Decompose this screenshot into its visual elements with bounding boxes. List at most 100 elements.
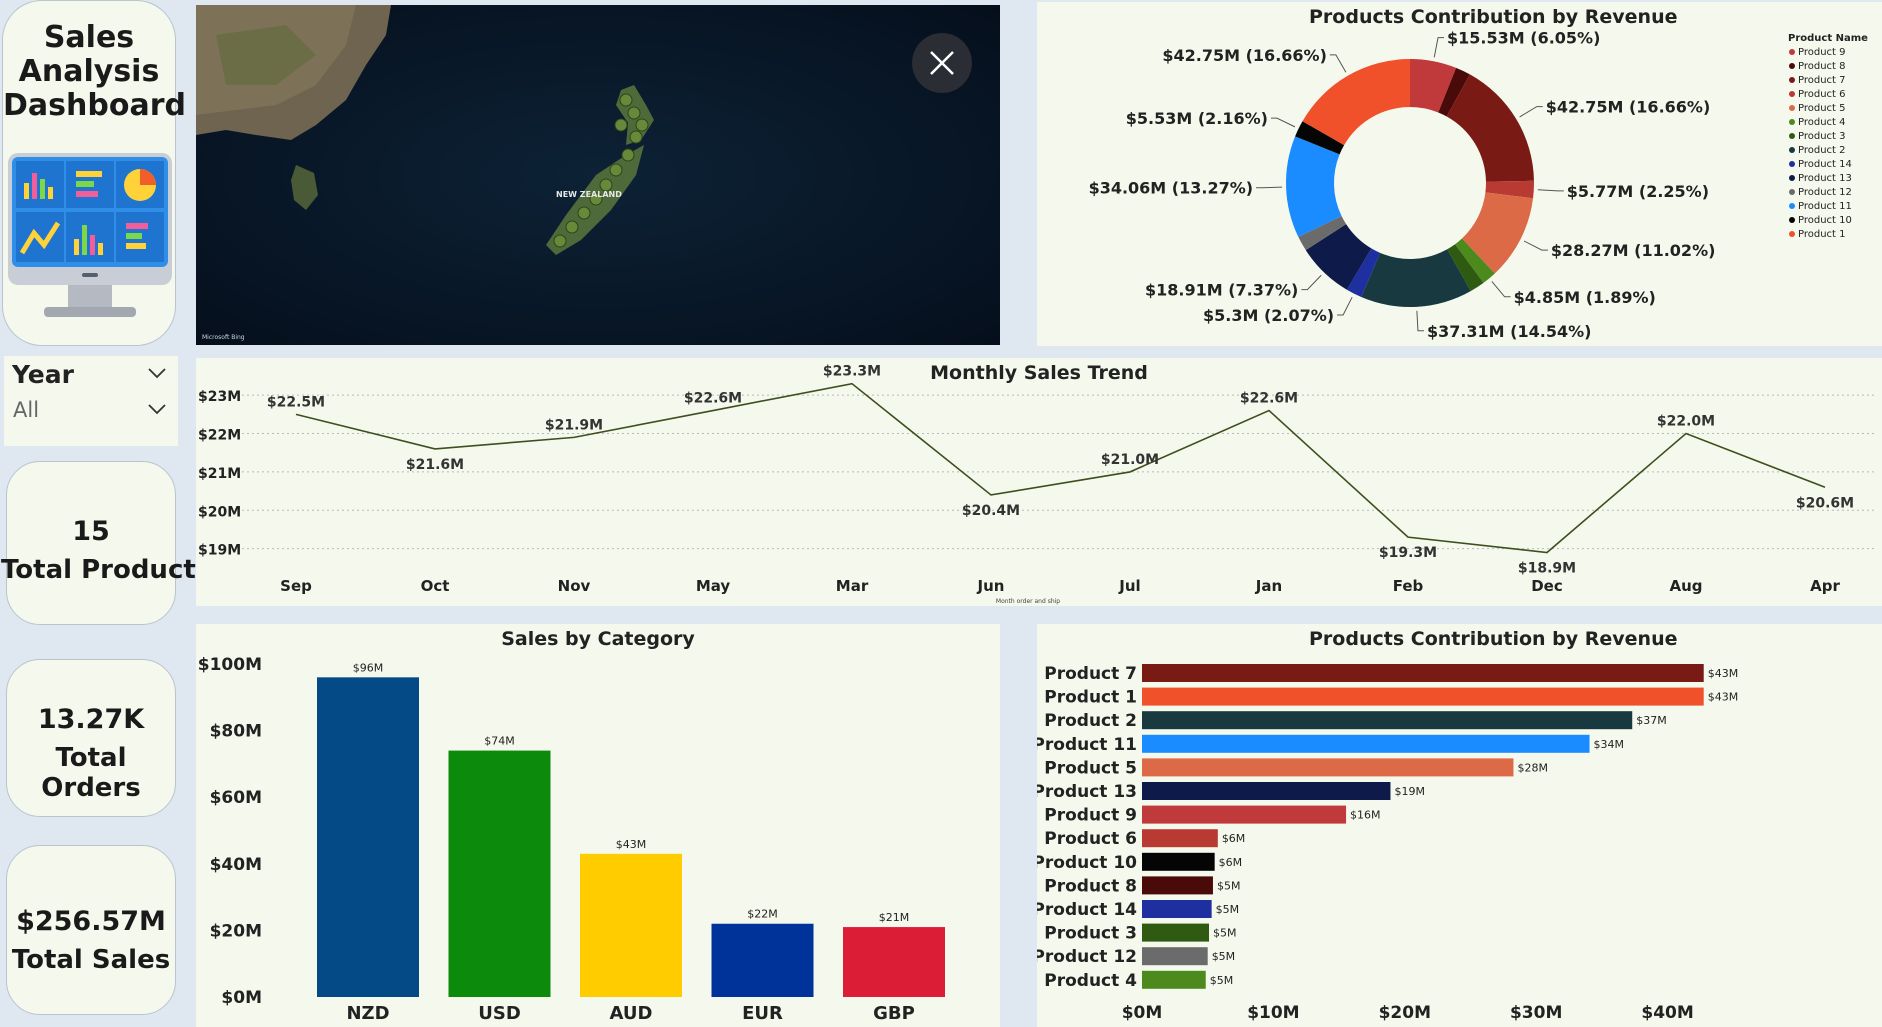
donut-legend-item-8[interactable]: Product 14 [1798, 159, 1852, 170]
category-xtick-label: GBP [873, 1003, 915, 1024]
hbar-bar-product-14[interactable] [1142, 900, 1212, 918]
category-ytick-label: $100M [198, 655, 262, 675]
hbar-bar-product-9[interactable] [1142, 805, 1347, 824]
year-slicer[interactable]: Year All [4, 356, 178, 446]
donut-legend-marker-13 [1789, 231, 1795, 237]
close-map-button[interactable] [912, 33, 972, 93]
hbar-bar-product-8[interactable] [1142, 876, 1213, 895]
hbar-data-label: $5M [1210, 974, 1234, 987]
donut-legend-item-1[interactable]: Product 8 [1798, 61, 1846, 72]
hbar-bar-product-1[interactable] [1142, 687, 1704, 706]
category-bar-usd[interactable] [448, 750, 551, 997]
donut-legend-item-5[interactable]: Product 4 [1798, 117, 1846, 128]
hbar-bar-product-11[interactable] [1142, 734, 1590, 753]
year-slicer-value[interactable]: All [13, 398, 40, 422]
trend-data-label: $22.0M [1657, 414, 1715, 430]
trend-data-label: $21.6M [406, 457, 464, 473]
donut-slice-13[interactable] [1302, 59, 1410, 146]
hbar-bar-product-3[interactable] [1142, 923, 1210, 942]
trend-data-label: $22.6M [1240, 391, 1298, 407]
category-ytick-label: $60M [210, 788, 262, 808]
donut-legend-item-7[interactable]: Product 2 [1798, 145, 1846, 156]
trend-ytick-label: $21M [198, 466, 241, 482]
donut-legend-item-4[interactable]: Product 5 [1798, 103, 1846, 114]
donut-leader-line-5 [1491, 281, 1511, 298]
donut-slice-2[interactable] [1446, 74, 1534, 182]
hbar-bar-product-6[interactable] [1142, 829, 1218, 848]
trend-chart: $19M $20M $21M $22M $23M $22.5M Sep $21.6M Oct $2… [198, 364, 1874, 605]
hbar-data-label: $34M [1594, 738, 1625, 751]
donut-slice-10[interactable] [1298, 216, 1347, 251]
hbar-chart: Product 7 $43M Product 1 $43M Product 2 $37M P… [1037, 664, 1738, 1023]
hbar-category-label: Product 10 [1037, 853, 1137, 873]
kpi-total-sales: $256.57M Total Sales [6, 845, 176, 1015]
hbar-data-label: $16M [1350, 809, 1381, 822]
hbar-data-label: $5M [1216, 903, 1240, 916]
hbar-data-label: $28M [1517, 761, 1548, 774]
donut-leader-line-12 [1270, 117, 1296, 128]
category-bar-nzd[interactable] [317, 677, 419, 997]
donut-legend-item-13[interactable]: Product 1 [1798, 229, 1846, 240]
hbar-bar-product-10[interactable] [1142, 852, 1215, 871]
hbar-bar-product-2[interactable] [1142, 711, 1633, 730]
donut-slice-9[interactable] [1305, 224, 1372, 290]
category-ytick-label: $20M [210, 921, 262, 941]
trend-series-line [295, 382, 1826, 554]
donut-slice-12[interactable] [1295, 121, 1345, 155]
trend-data-label: $23.3M [823, 364, 881, 380]
donut-legend-item-11[interactable]: Product 11 [1798, 201, 1852, 212]
hbar-bar-product-7[interactable] [1142, 664, 1704, 682]
donut-slice-3[interactable] [1485, 180, 1534, 199]
donut-leader-line-3 [1537, 189, 1564, 192]
donut-data-label-9: $18.91M (7.37%) [1145, 281, 1298, 300]
hbar-data-label: $5M [1217, 879, 1241, 892]
year-slicer-label: Year [12, 360, 74, 389]
category-data-label: $22M [747, 908, 778, 921]
donut-data-label-3: $5.77M (2.25%) [1567, 182, 1709, 201]
donut-legend-item-2[interactable]: Product 7 [1798, 75, 1846, 86]
donut-slice-0[interactable] [1410, 59, 1457, 113]
donut-slice-6[interactable] [1447, 244, 1484, 292]
donut-data-label-0: $15.53M (6.05%) [1447, 29, 1600, 48]
hbar-bar-product-4[interactable] [1142, 970, 1206, 989]
donut-legend-marker-1 [1789, 63, 1795, 69]
donut-legend-item-10[interactable]: Product 12 [1798, 187, 1852, 198]
hbar-data-label: $5M [1212, 950, 1236, 963]
donut-legend-item-6[interactable]: Product 3 [1798, 131, 1846, 142]
category-bar-eur[interactable] [711, 923, 814, 997]
donut-legend-item-9[interactable]: Product 13 [1798, 173, 1852, 184]
category-xtick-label: AUD [610, 1003, 653, 1024]
donut-legend-item-12[interactable]: Product 10 [1798, 215, 1852, 226]
category-ytick-label: $40M [210, 855, 262, 875]
trend-data-label: $18.9M [1518, 560, 1576, 576]
category-data-label: $43M [616, 838, 647, 851]
donut-chart: $15.53M (6.05%) $42.75M (16.66%) $5.77M (2… [1089, 29, 1869, 341]
chevron-down-icon[interactable] [146, 398, 168, 420]
donut-legend-item-0[interactable]: Product 9 [1798, 47, 1846, 58]
category-data-label: $96M [353, 661, 384, 674]
hbar-bar-product-5[interactable] [1142, 758, 1514, 777]
monthly-trend-panel: Monthly Sales Trend $19M $20M $21M $22M $23M… [196, 358, 1882, 606]
hbar-chart-title: Products Contribution by Revenue [1309, 628, 1678, 650]
hbar-bar-product-12[interactable] [1142, 947, 1208, 966]
category-data-label: $74M [484, 735, 515, 748]
dashboard-title-line-3: Dashboard [3, 88, 186, 123]
donut-slice-5[interactable] [1455, 238, 1495, 283]
donut-slice-1[interactable] [1438, 67, 1470, 117]
trend-data-label: $20.4M [962, 503, 1020, 519]
donut-data-label-4: $28.27M (11.02%) [1551, 241, 1716, 260]
category-bar-aud[interactable] [580, 853, 682, 997]
hbar-category-label: Product 5 [1044, 758, 1137, 778]
donut-slice-11[interactable] [1286, 136, 1342, 237]
donut-slice-8[interactable] [1346, 248, 1381, 298]
donut-slice-7[interactable] [1361, 249, 1471, 307]
donut-slice-4[interactable] [1461, 192, 1534, 274]
hbar-category-label: Product 14 [1037, 900, 1137, 920]
category-bar-gbp[interactable] [843, 927, 945, 997]
chevron-down-icon[interactable] [146, 362, 168, 384]
donut-legend-item-3[interactable]: Product 6 [1798, 89, 1846, 100]
dashboard-title-line-1: Sales [43, 20, 135, 55]
donut-leader-line-2 [1519, 106, 1543, 118]
hbar-bar-product-13[interactable] [1142, 782, 1391, 800]
map-visual[interactable]: NEW ZEALAND Microsoft Bing [196, 5, 1000, 345]
